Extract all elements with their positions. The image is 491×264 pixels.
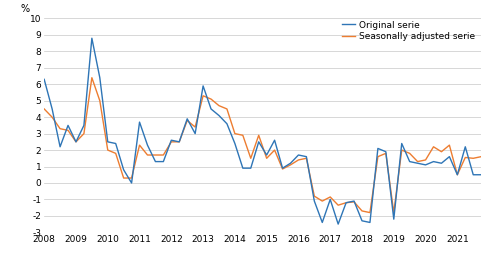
Seasonally adjusted serie (176, 140, 182, 143)
Original serie (288, 162, 294, 165)
Seasonally adjusted serie (367, 211, 373, 214)
Original serie (478, 173, 484, 176)
Seasonally adjusted serie (89, 76, 95, 79)
Original serie (335, 223, 341, 226)
Original serie (144, 144, 150, 147)
Original serie (351, 200, 357, 203)
Legend: Original serie, Seasonally adjusted serie: Original serie, Seasonally adjusted seri… (340, 19, 477, 43)
Seasonally adjusted serie (41, 107, 47, 111)
Line: Seasonally adjusted serie: Seasonally adjusted serie (44, 78, 491, 213)
Original serie (89, 37, 95, 40)
Seasonally adjusted serie (288, 163, 294, 167)
Line: Original serie: Original serie (44, 38, 491, 224)
Original serie (41, 78, 47, 81)
Seasonally adjusted serie (144, 153, 150, 157)
Seasonally adjusted serie (81, 132, 87, 135)
Seasonally adjusted serie (478, 155, 484, 158)
Seasonally adjusted serie (343, 201, 349, 204)
Original serie (176, 140, 182, 143)
Original serie (81, 124, 87, 127)
Text: %: % (20, 4, 29, 14)
